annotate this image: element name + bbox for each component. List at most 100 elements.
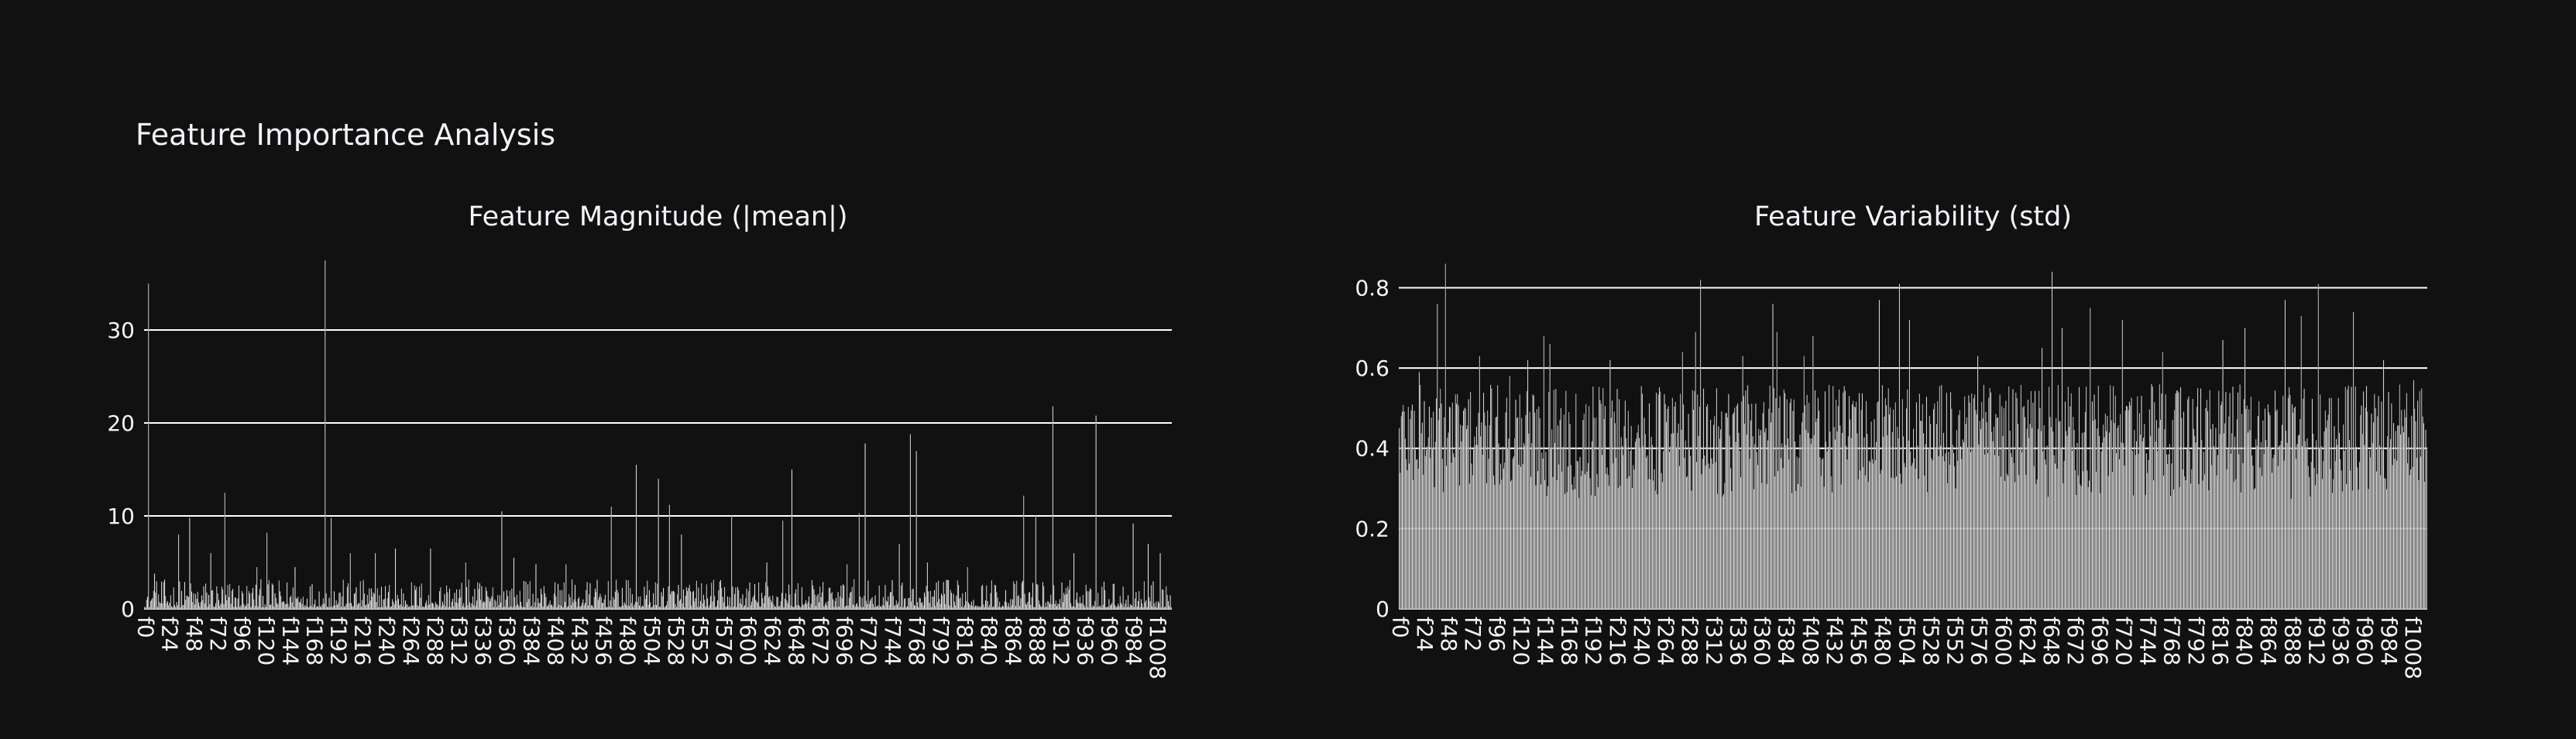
bar-f858 [2260,442,2262,610]
bar-f198 [342,579,344,610]
x-tick-label: f408 [542,617,568,665]
bar-f547 [692,590,695,610]
bar-f153 [297,596,299,610]
bar-f815 [962,593,963,610]
bar-f742 [888,605,890,610]
bar-f108 [252,587,254,610]
bar-f555 [1956,429,1958,610]
bar-f803 [2205,407,2207,610]
bar-f775 [2176,390,2179,610]
x-tick-label: f360 [1750,617,1775,665]
bar-f530 [675,607,678,610]
bar-f926 [2328,397,2330,610]
bar-f160 [304,604,306,610]
bar-f858 [1005,589,1007,610]
bar-f478 [1878,299,1880,610]
bar-f698 [844,606,846,610]
bar-f784 [930,607,933,610]
bar-f279 [1678,466,1681,610]
bar-f272 [1671,397,1674,610]
bar-f68 [1467,425,1468,610]
bar-f458 [603,599,605,610]
bar-f745 [2147,473,2148,610]
bar-f646 [2047,497,2049,610]
bar-f964 [1111,603,1113,610]
bar-f605 [750,601,753,610]
bar-f133 [1532,394,1534,610]
bar-f119 [1518,464,1520,610]
bar-f836 [983,604,984,610]
bar-f459 [604,594,606,610]
bar-f545 [1946,392,1948,610]
bar-f6 [149,600,152,610]
bar-f454 [599,593,601,610]
bar-f314 [1714,416,1716,610]
bar-f491 [1891,431,1894,610]
bar-f579 [1980,428,1982,610]
bar-f573 [1973,394,1976,610]
bar-f537 [682,589,685,610]
bar-f830 [2232,386,2234,610]
bar-f1003 [1150,585,1152,610]
bar-f221 [1620,437,1622,610]
bar-f849 [2251,455,2253,610]
bar-f493 [638,605,641,610]
bar-f974 [2377,416,2379,610]
bar-f916 [2318,448,2320,610]
x-tick-label: f960 [2352,617,2378,665]
bar-f451 [1851,404,1853,610]
bar-f299 [444,593,445,610]
bar-f798 [945,603,946,610]
bar-f1021 [2423,481,2426,610]
bar-f502 [647,604,649,610]
bar-f122 [266,532,268,610]
bar-f641 [2042,451,2044,610]
bar-f680 [2081,432,2083,610]
bar-f134 [278,580,280,610]
bar-f694 [2095,471,2097,610]
bar-f814 [960,607,963,610]
bar-f804 [950,592,953,610]
bar-f394 [539,603,541,610]
bar-f239 [1638,438,1640,610]
bar-f381 [1781,443,1783,610]
bar-f252 [1651,445,1654,610]
bar-f926 [1073,552,1075,610]
bar-f3 [146,596,149,610]
bar-f293 [438,606,439,610]
x-tick-label: f312 [446,617,472,665]
bar-f145 [1544,479,1546,610]
bar-f125 [1523,445,1526,610]
bar-f133 [277,604,279,610]
bar-f540 [1941,384,1942,610]
bar-f128 [1527,359,1529,610]
bar-f634 [2035,483,2037,610]
x-tick-label: f0 [133,617,159,638]
bar-f54 [1452,453,1455,610]
bar-f229 [1628,476,1630,610]
bar-f663 [809,607,811,610]
bar-f1000 [2403,431,2405,610]
bar-f96 [240,605,242,610]
bar-f226 [370,588,373,610]
bar-f552 [1953,452,1955,610]
bar-f501 [1901,398,1904,610]
bar-f201 [345,603,347,610]
x-tick-label: f48 [1436,617,1461,652]
bar-f37 [180,590,183,610]
bar-f304 [1704,455,1705,610]
bar-f117 [1516,418,1518,610]
bar-f211 [355,586,357,610]
bar-f399 [544,593,546,610]
bar-f789 [2191,469,2193,610]
x-tick-label: f432 [566,617,592,665]
bar-f550 [696,580,698,610]
bar-f193 [1592,386,1594,610]
bar-f686 [2087,486,2089,610]
bar-f728 [874,595,876,610]
bar-f284 [1684,457,1685,610]
bar-f770 [2172,419,2173,610]
bar-f351 [496,607,498,610]
bar-f875 [2277,466,2279,610]
